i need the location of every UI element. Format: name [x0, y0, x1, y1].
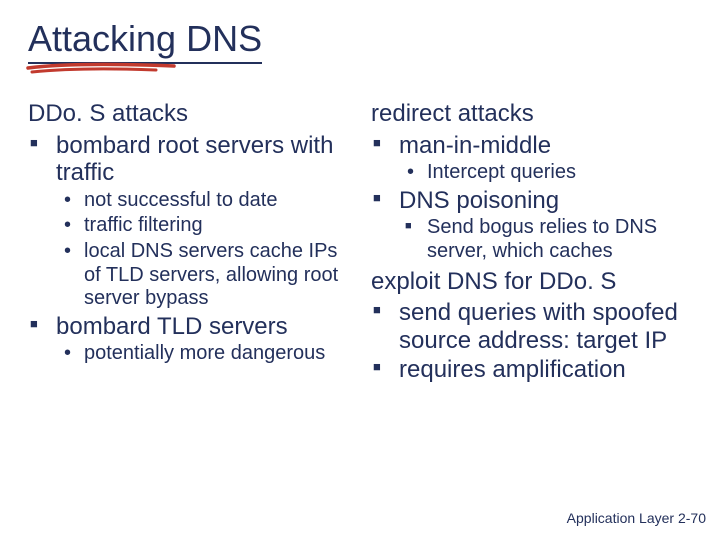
footer-page: 2-70: [678, 510, 706, 526]
bullet-text: bombard root servers with traffic: [56, 132, 333, 187]
sub-bullet-item: traffic filtering: [80, 214, 353, 238]
sub-bullet-item: potentially more dangerous: [80, 342, 353, 366]
sub-bullet-item: local DNS servers cache IPs of TLD serve…: [80, 240, 353, 311]
sub-sub-bullet-item: Send bogus relies to DNS server, which c…: [423, 216, 696, 263]
bullet-item: requires amplification: [393, 356, 696, 384]
bullet-item: send queries with spoofed source address…: [393, 299, 696, 354]
bullet-item: bombard TLD servers potentially more dan…: [50, 313, 353, 366]
sub-bullet-item: not successful to date: [80, 189, 353, 213]
right-heading-1: redirect attacks: [371, 100, 696, 128]
footer-label: Application Layer: [567, 510, 674, 526]
bullet-item: bombard root servers with traffic not su…: [50, 132, 353, 311]
bullet-text: DNS poisoning: [399, 187, 559, 214]
bullet-item: man-in-middle Intercept queries: [393, 132, 696, 185]
bullet-item: DNS poisoning Send bogus relies to DNS s…: [393, 187, 696, 264]
bullet-text: bombard TLD servers: [56, 313, 288, 340]
sub-bullet-item: Intercept queries: [423, 161, 696, 185]
page-title: Attacking DNS: [28, 18, 262, 64]
left-heading: DDo. S attacks: [28, 100, 353, 128]
left-column: DDo. S attacks bombard root servers with…: [28, 100, 353, 386]
content-columns: DDo. S attacks bombard root servers with…: [28, 100, 696, 386]
right-column: redirect attacks man-in-middle Intercept…: [371, 100, 696, 386]
bullet-text: man-in-middle: [399, 132, 551, 159]
right-heading-2: exploit DNS for DDo. S: [371, 268, 696, 296]
slide-footer: Application Layer 2-70: [567, 510, 706, 526]
